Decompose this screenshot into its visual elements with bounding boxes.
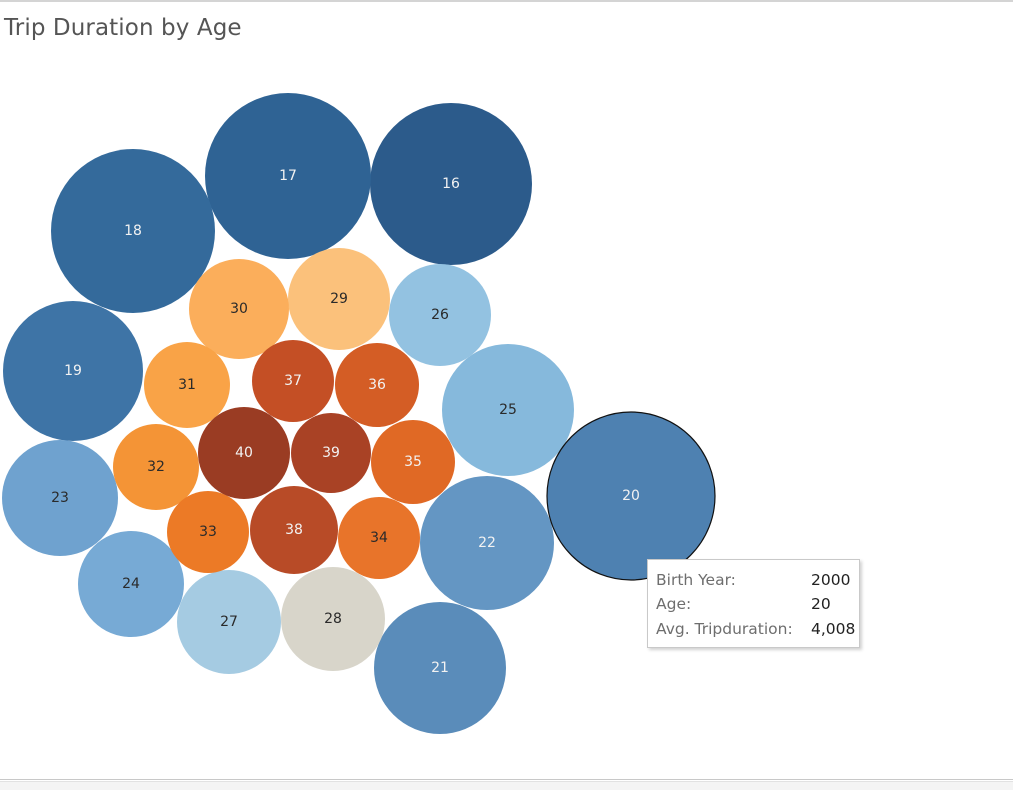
bubble-age-35[interactable]: 35 [371, 420, 455, 504]
bubble-label-27: 27 [220, 614, 238, 630]
bubble-label-34: 34 [370, 530, 388, 546]
bubble-label-30: 30 [230, 301, 248, 317]
bubble-label-32: 32 [147, 459, 165, 475]
bubble-age-24[interactable]: 24 [78, 531, 184, 637]
bubble-age-19[interactable]: 19 [3, 301, 143, 441]
bubble-age-34[interactable]: 34 [338, 497, 420, 579]
bubble-circle-36[interactable] [335, 343, 419, 427]
bubble-age-16[interactable]: 16 [370, 103, 532, 265]
bubble-age-23[interactable]: 23 [2, 440, 118, 556]
bubble-circle-17[interactable] [205, 93, 371, 259]
bubble-label-21: 21 [431, 660, 449, 676]
tooltip-birth-year-value: 2000 [811, 571, 851, 589]
bubble-age-22[interactable]: 22 [420, 476, 554, 610]
bubble-circle-21[interactable] [374, 602, 506, 734]
bubble-age-38[interactable]: 38 [250, 486, 338, 574]
bubble-circle-24[interactable] [78, 531, 184, 637]
bubble-circle-32[interactable] [113, 424, 199, 510]
bubble-age-39[interactable]: 39 [291, 413, 371, 493]
bubble-age-17[interactable]: 17 [205, 93, 371, 259]
bubble-label-29: 29 [330, 291, 348, 307]
bubble-age-20[interactable]: 20 [546, 411, 716, 581]
bubble-circle-34[interactable] [338, 497, 420, 579]
bubble-label-23: 23 [51, 490, 69, 506]
bubble-label-37: 37 [284, 373, 302, 389]
bubble-age-36[interactable]: 36 [335, 343, 419, 427]
bubble-circle-19[interactable] [3, 301, 143, 441]
tooltip-row-age: Age: 20 [656, 595, 856, 617]
bubble-label-38: 38 [285, 522, 303, 538]
chart-title: Trip Duration by Age [4, 15, 242, 41]
bubble-circle-26[interactable] [389, 264, 491, 366]
bubble-label-16: 16 [442, 176, 460, 192]
bubble-label-22: 22 [478, 535, 496, 551]
bubble-label-20: 20 [622, 488, 640, 504]
tooltip-row-birth-year: Birth Year: 2000 [656, 571, 856, 593]
bubble-label-19: 19 [64, 363, 82, 379]
bubble-age-37[interactable]: 37 [252, 340, 334, 422]
bubble-age-18[interactable]: 18 [51, 149, 215, 313]
bubble-label-26: 26 [431, 307, 449, 323]
bubble-circle-27[interactable] [177, 570, 281, 674]
bubble-age-33[interactable]: 33 [167, 491, 249, 573]
tooltip-row-avg-tripduration: Avg. Tripduration: 4,008 [656, 620, 856, 642]
bubble-label-39: 39 [322, 445, 340, 461]
bubble-circle-16[interactable] [370, 103, 532, 265]
bubble-circle-22[interactable] [420, 476, 554, 610]
bubble-age-27[interactable]: 27 [177, 570, 281, 674]
bubble-age-25[interactable]: 25 [442, 344, 574, 476]
tooltip: Birth Year: 2000 Age: 20 Avg. Tripdurati… [647, 559, 860, 648]
bubble-circle-40[interactable] [198, 407, 290, 499]
bubble-circle-29[interactable] [288, 248, 390, 350]
bubble-circle-20[interactable] [546, 411, 716, 581]
bubble-label-33: 33 [199, 524, 217, 540]
bubble-circle-37[interactable] [252, 340, 334, 422]
bubble-label-18: 18 [124, 223, 142, 239]
tooltip-avg-tripduration-label: Avg. Tripduration: [656, 620, 793, 638]
bubble-age-21[interactable]: 21 [374, 602, 506, 734]
bubble-circle-38[interactable] [250, 486, 338, 574]
tooltip-age-label: Age: [656, 595, 692, 613]
bubble-age-29[interactable]: 29 [288, 248, 390, 350]
bubble-age-28[interactable]: 28 [281, 567, 385, 671]
bubble-label-31: 31 [178, 377, 196, 393]
bubble-age-40[interactable]: 40 [198, 407, 290, 499]
bottom-scroll-bar[interactable] [0, 781, 1013, 790]
bubble-age-32[interactable]: 32 [113, 424, 199, 510]
bubble-label-24: 24 [122, 576, 140, 592]
bubble-circle-23[interactable] [2, 440, 118, 556]
bubble-circle-39[interactable] [291, 413, 371, 493]
bubble-age-30[interactable]: 30 [189, 259, 289, 359]
bubble-label-28: 28 [324, 611, 342, 627]
bubble-circle-28[interactable] [281, 567, 385, 671]
bubble-age-31[interactable]: 31 [144, 342, 230, 428]
bubble-circle-30[interactable] [189, 259, 289, 359]
bubble-circle-35[interactable] [371, 420, 455, 504]
bubble-circle-33[interactable] [167, 491, 249, 573]
tooltip-birth-year-label: Birth Year: [656, 571, 736, 589]
top-border [0, 0, 1013, 2]
bubble-age-26[interactable]: 26 [389, 264, 491, 366]
bubble-circle-18[interactable] [51, 149, 215, 313]
tooltip-age-value: 20 [811, 595, 831, 613]
bubble-circle-31[interactable] [144, 342, 230, 428]
bubble-label-17: 17 [279, 168, 297, 184]
bubble-label-40: 40 [235, 445, 253, 461]
bubble-label-35: 35 [404, 454, 422, 470]
tooltip-avg-tripduration-value: 4,008 [811, 620, 856, 638]
bubble-label-25: 25 [499, 402, 517, 418]
bubble-circle-25[interactable] [442, 344, 574, 476]
bottom-border [0, 779, 1013, 780]
bubble-label-36: 36 [368, 377, 386, 393]
